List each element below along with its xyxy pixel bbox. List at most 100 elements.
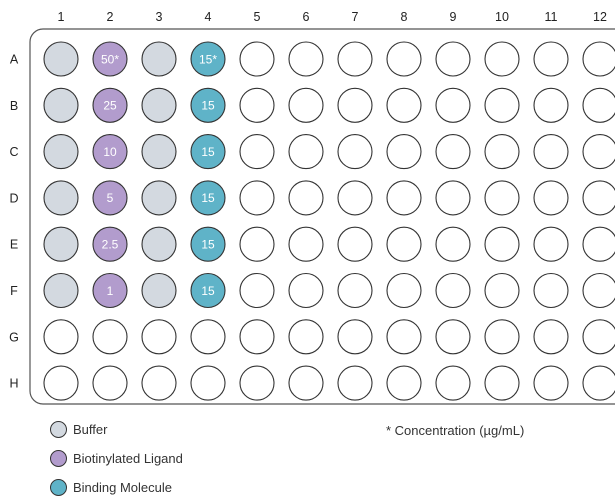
well-G5 xyxy=(239,319,275,355)
binding-swatch xyxy=(50,479,67,496)
well-A2 xyxy=(92,41,128,77)
well-C5 xyxy=(239,134,275,170)
well-A7 xyxy=(337,41,373,77)
well-F11 xyxy=(533,272,569,309)
well-B8 xyxy=(386,87,422,123)
well-B10 xyxy=(484,87,520,123)
well-label-E2: 2.5 xyxy=(102,238,119,252)
well-label-F4: 15 xyxy=(201,284,215,298)
well-B4 xyxy=(190,87,226,123)
well-H3 xyxy=(141,365,177,401)
well-F12 xyxy=(582,272,615,309)
well-D2 xyxy=(92,180,128,216)
row-label-D: D xyxy=(9,191,18,205)
well-C8 xyxy=(386,134,422,170)
well-H11 xyxy=(533,365,569,401)
legend-binding-molecule: Binding Molecule xyxy=(50,479,172,496)
well-H9 xyxy=(435,365,471,401)
well-D9 xyxy=(435,180,471,216)
well-E10 xyxy=(484,226,520,262)
well-G2 xyxy=(92,319,128,355)
well-H2 xyxy=(92,365,128,401)
well-A9 xyxy=(435,41,471,77)
well-label-F2: 1 xyxy=(107,284,114,298)
well-D3 xyxy=(141,180,177,216)
column-label-5: 5 xyxy=(254,10,261,24)
column-label-3: 3 xyxy=(156,10,163,24)
column-labels: 1 2 3 4 5 6 7 8 9 10 11 12 xyxy=(58,10,607,24)
well-A1 xyxy=(43,41,79,77)
well-C4 xyxy=(190,134,226,170)
buffer-swatch xyxy=(50,421,67,438)
well-label-E4: 15 xyxy=(201,238,215,252)
well-F7 xyxy=(337,272,373,309)
well-label-C4: 15 xyxy=(201,145,215,159)
well-B7 xyxy=(337,87,373,123)
column-label-10: 10 xyxy=(495,10,509,24)
well-H1 xyxy=(43,365,79,401)
well-D8 xyxy=(386,180,422,216)
well-D10 xyxy=(484,180,520,216)
well-A12 xyxy=(582,41,615,77)
well-A8 xyxy=(386,41,422,77)
well-E2 xyxy=(92,226,128,262)
well-G10 xyxy=(484,319,520,355)
well-G3 xyxy=(141,319,177,355)
legend-buffer-label: Buffer xyxy=(73,422,108,437)
column-label-6: 6 xyxy=(303,10,310,24)
well-label-C2: 10 xyxy=(103,145,117,159)
legend-biotinylated-ligand: Biotinylated Ligand xyxy=(50,450,183,467)
well-D5 xyxy=(239,180,275,216)
well-B2 xyxy=(92,87,128,123)
row-label-B: B xyxy=(10,99,18,113)
well-A4 xyxy=(190,41,226,77)
well-A6 xyxy=(288,41,324,77)
well-H8 xyxy=(386,365,422,401)
wells-grid: 50* 15* 25 15 10 15 5 15 2.5 15 1 15 xyxy=(43,41,615,401)
column-label-8: 8 xyxy=(401,10,408,24)
well-G12 xyxy=(582,319,615,355)
well-F8 xyxy=(386,272,422,309)
well-A3 xyxy=(141,41,177,77)
well-F9 xyxy=(435,272,471,309)
well-D4 xyxy=(190,180,226,216)
legend-binding-label: Binding Molecule xyxy=(73,480,173,495)
well-B3 xyxy=(141,87,177,123)
row-labels: A B C D E F G H xyxy=(9,53,19,391)
row-label-G: G xyxy=(9,330,19,344)
well-B11 xyxy=(533,87,569,123)
well-G1 xyxy=(43,319,79,355)
well-C10 xyxy=(484,134,520,170)
well-D1 xyxy=(43,180,79,216)
well-F5 xyxy=(239,272,275,309)
well-C12 xyxy=(582,134,615,170)
well-B5 xyxy=(239,87,275,123)
well-A5 xyxy=(239,41,275,77)
well-H10 xyxy=(484,365,520,401)
well-H6 xyxy=(288,365,324,401)
column-label-11: 11 xyxy=(545,10,558,24)
legend-buffer: Buffer xyxy=(50,421,107,438)
well-label-A2: 50* xyxy=(101,52,119,66)
well-H12 xyxy=(582,365,615,401)
row-label-C: C xyxy=(9,145,18,159)
column-label-9: 9 xyxy=(450,10,457,24)
well-E11 xyxy=(533,226,569,262)
well-B6 xyxy=(288,87,324,123)
well-F4 xyxy=(190,272,226,309)
well-G11 xyxy=(533,319,569,355)
well-F3 xyxy=(141,272,177,309)
well-E5 xyxy=(239,226,275,262)
legend-ligand-label: Biotinylated Ligand xyxy=(73,451,183,466)
well-F10 xyxy=(484,272,520,309)
well-E7 xyxy=(337,226,373,262)
column-label-1: 1 xyxy=(58,10,65,24)
column-label-2: 2 xyxy=(107,10,114,24)
well-C6 xyxy=(288,134,324,170)
well-D11 xyxy=(533,180,569,216)
well-H5 xyxy=(239,365,275,401)
well-C3 xyxy=(141,134,177,170)
well-E3 xyxy=(141,226,177,262)
well-C2 xyxy=(92,134,128,170)
